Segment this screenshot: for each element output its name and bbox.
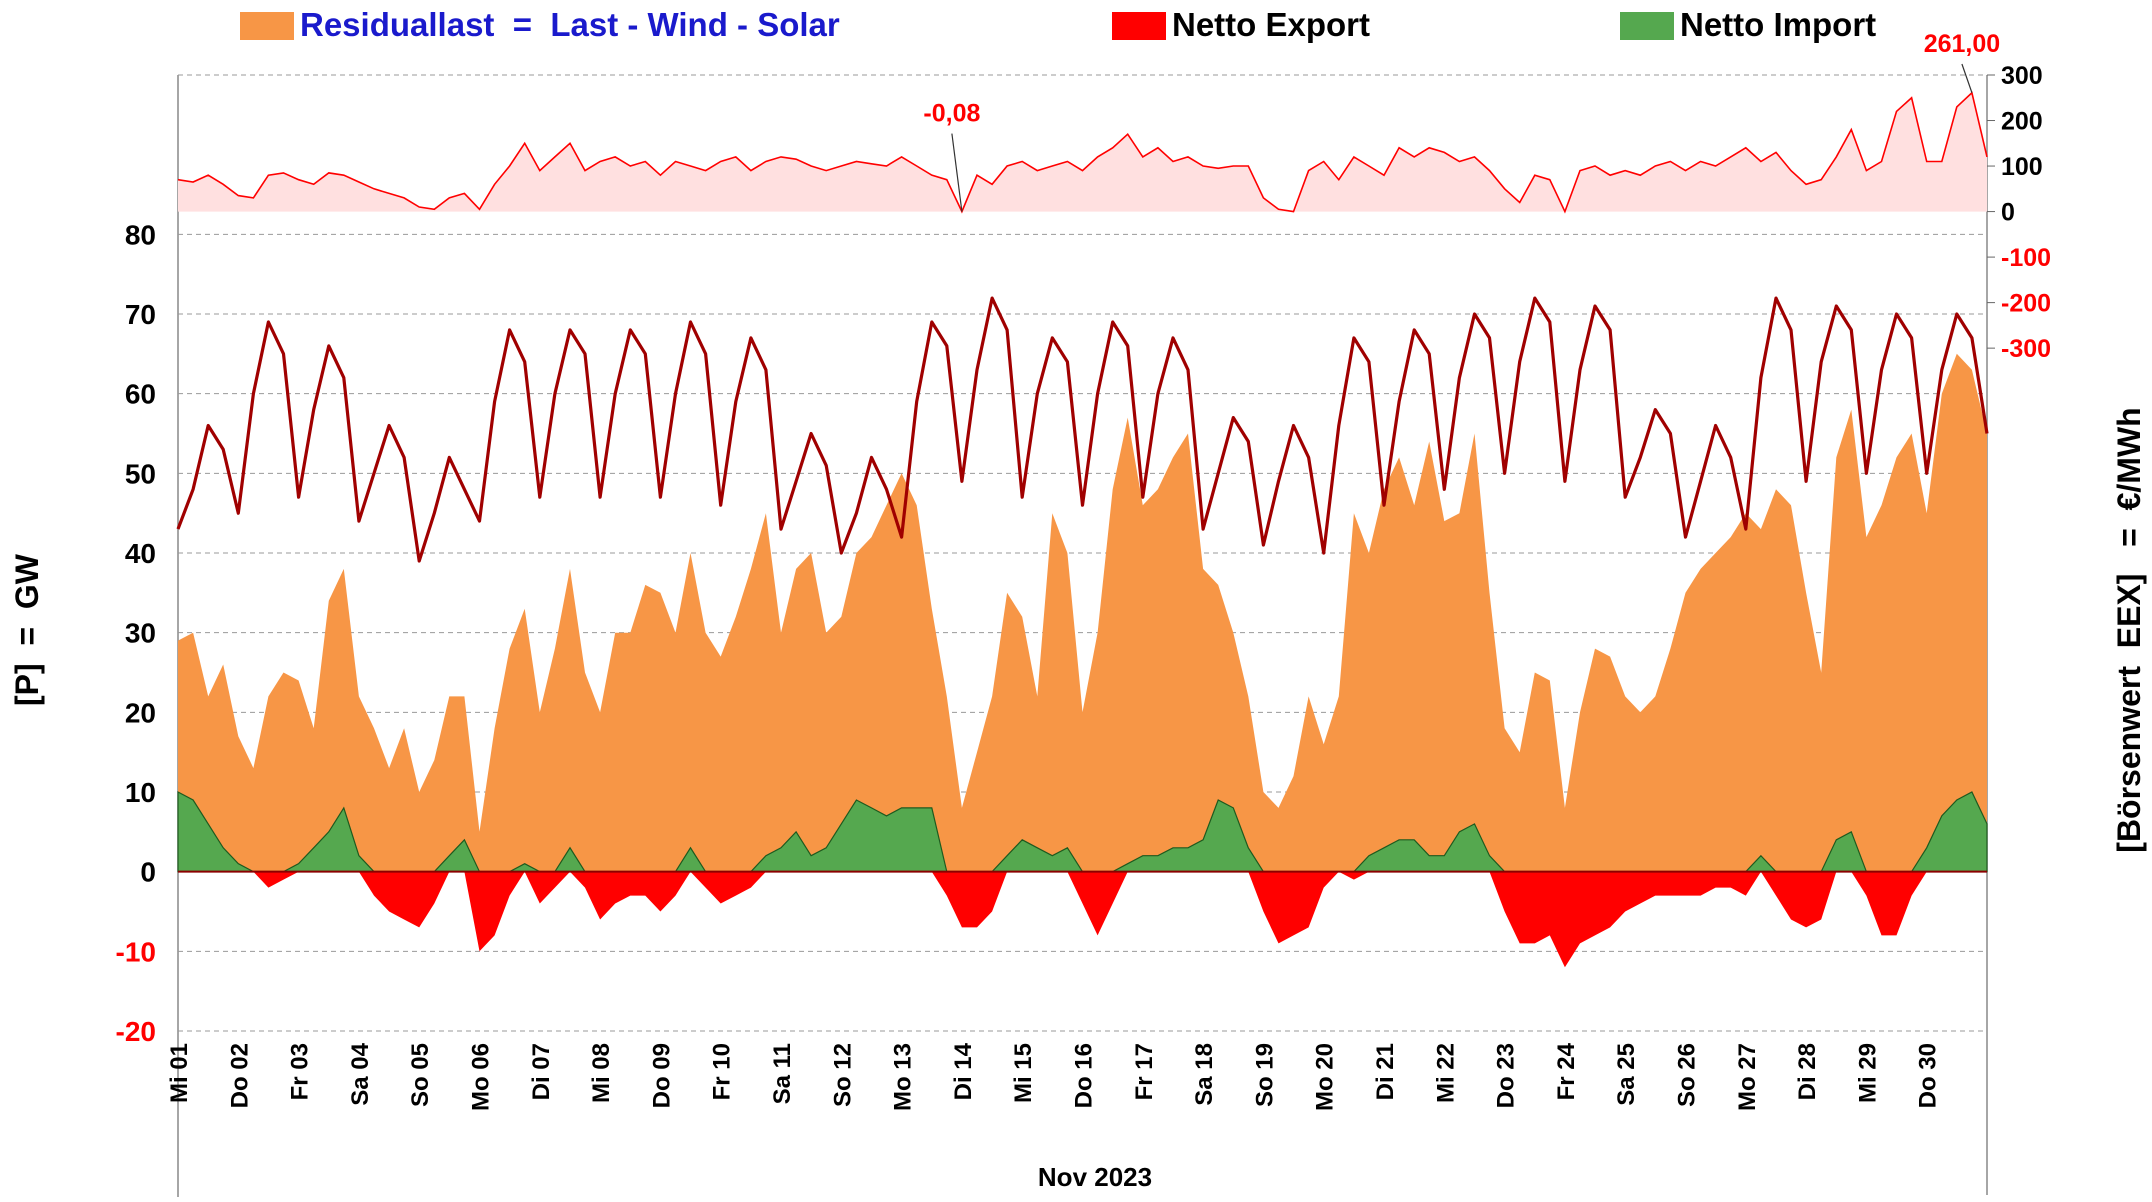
x-tick-label: Do 30: [1915, 1043, 1942, 1108]
x-tick-label: So 19: [1251, 1043, 1278, 1107]
x-tick-label: Fr 03: [287, 1043, 314, 1100]
x-tick-label: Mi 01: [166, 1043, 193, 1103]
y2-axis-label: [Börsenwert EEX] = €/MWh: [2111, 407, 2147, 852]
x-tick-label: So 12: [829, 1043, 856, 1107]
x-tick-label: Mo 27: [1734, 1043, 1761, 1111]
x-tick-label: Mo 06: [468, 1043, 495, 1111]
y-tick-label: 60: [125, 379, 156, 410]
x-tick-label: Fr 17: [1131, 1043, 1158, 1100]
x-tick-label: Mi 22: [1432, 1043, 1459, 1103]
x-tick-label: Do 09: [648, 1043, 675, 1108]
x-tick-label: Sa 11: [769, 1043, 796, 1104]
y-tick-label: -20: [116, 1016, 156, 1047]
x-tick-label: Mi 08: [588, 1043, 615, 1103]
y-axis-label: [P] = GW: [9, 553, 45, 706]
y-tick-label: 30: [125, 618, 156, 649]
load-line: [176, 296, 1989, 563]
x-tick-label: Sa 18: [1191, 1043, 1218, 1106]
area-series: [178, 871, 1987, 968]
x-tick-label: Sa 25: [1613, 1043, 1640, 1106]
y2-tick-label: -300: [2001, 335, 2051, 363]
y-tick-label: 10: [125, 777, 156, 808]
x-tick-label: So 26: [1674, 1043, 1701, 1107]
x-tick-label: Mo 13: [890, 1043, 917, 1111]
y-tick-label: 40: [125, 538, 156, 569]
y-tick-label: 80: [125, 219, 156, 250]
x-tick-label: Do 16: [1071, 1043, 1098, 1108]
x-tick-label: Fr 24: [1553, 1042, 1580, 1100]
x-tick-label: Mo 20: [1312, 1043, 1339, 1111]
y2-tick-label: -200: [2001, 290, 2051, 318]
x-tick-label: Di 14: [950, 1042, 977, 1100]
annotation-leader: [1961, 63, 1973, 93]
y2-tick-label: 0: [2001, 199, 2015, 227]
y-tick-label: 70: [125, 299, 156, 330]
y2-tick-label: 300: [2001, 62, 2043, 90]
x-tick-label: So 05: [407, 1043, 434, 1107]
legend-label: Residuallast = Last - Wind - Solar: [300, 6, 840, 43]
y2-tick-label: -100: [2001, 244, 2051, 272]
price-line: [177, 91, 1988, 214]
y-tick-label: -10: [116, 936, 156, 967]
y-tick-label: 50: [125, 458, 156, 489]
x-tick-label: Fr 10: [709, 1043, 736, 1100]
price-area: [178, 92, 1987, 212]
y2-tick-label: 200: [2001, 108, 2043, 136]
legend-swatch: [1620, 12, 1674, 40]
legend-swatch: [1112, 12, 1166, 40]
x-tick-label: Mi 15: [1010, 1043, 1037, 1103]
annotation-label: -0,08: [923, 100, 980, 128]
y-tick-label: 0: [140, 857, 156, 888]
legend-label: Netto Export: [1172, 6, 1370, 43]
x-tick-label: Di 07: [528, 1043, 555, 1100]
x-tick-label: Do 02: [226, 1043, 253, 1108]
x-tick-label: Di 21: [1372, 1043, 1399, 1100]
area-series: [178, 353, 1987, 872]
x-tick-label: Sa 04: [347, 1042, 374, 1105]
y2-tick-label: 100: [2001, 153, 2043, 181]
y-tick-label: 20: [125, 697, 156, 728]
annotation-leader: [951, 133, 963, 212]
legend-label: Netto Import: [1680, 6, 1876, 43]
x-tick-label: Do 23: [1493, 1043, 1520, 1108]
x-axis-label: Nov 2023: [1038, 1162, 1152, 1192]
legend-swatch: [240, 12, 294, 40]
x-tick-label: Di 28: [1794, 1043, 1821, 1100]
annotation-label: 261,00: [1924, 30, 2000, 58]
x-tick-label: Mi 29: [1854, 1043, 1881, 1103]
